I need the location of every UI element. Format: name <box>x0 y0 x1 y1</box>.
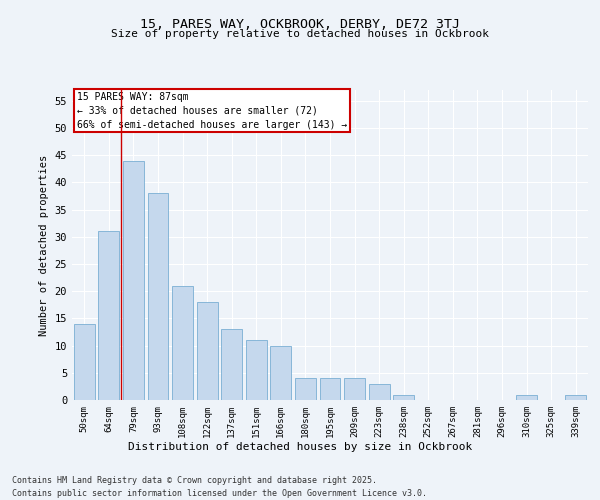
Bar <box>320 378 340 400</box>
Bar <box>271 346 292 400</box>
Text: 15, PARES WAY, OCKBROOK, DERBY, DE72 3TJ: 15, PARES WAY, OCKBROOK, DERBY, DE72 3TJ <box>140 18 460 30</box>
Bar <box>172 286 193 400</box>
Bar <box>148 194 169 400</box>
Bar <box>221 330 242 400</box>
Text: Distribution of detached houses by size in Ockbrook: Distribution of detached houses by size … <box>128 442 472 452</box>
Bar <box>123 160 144 400</box>
Text: Contains HM Land Registry data © Crown copyright and database right 2025.
Contai: Contains HM Land Registry data © Crown c… <box>12 476 427 498</box>
Bar <box>98 232 119 400</box>
Bar <box>295 378 316 400</box>
Bar <box>197 302 218 400</box>
Text: 15 PARES WAY: 87sqm
← 33% of detached houses are smaller (72)
66% of semi-detach: 15 PARES WAY: 87sqm ← 33% of detached ho… <box>77 92 347 130</box>
Bar <box>368 384 389 400</box>
Bar <box>516 394 537 400</box>
Bar <box>393 394 414 400</box>
Bar <box>74 324 95 400</box>
Y-axis label: Number of detached properties: Number of detached properties <box>39 154 49 336</box>
Bar <box>565 394 586 400</box>
Bar <box>344 378 365 400</box>
Text: Size of property relative to detached houses in Ockbrook: Size of property relative to detached ho… <box>111 29 489 39</box>
Bar <box>246 340 267 400</box>
